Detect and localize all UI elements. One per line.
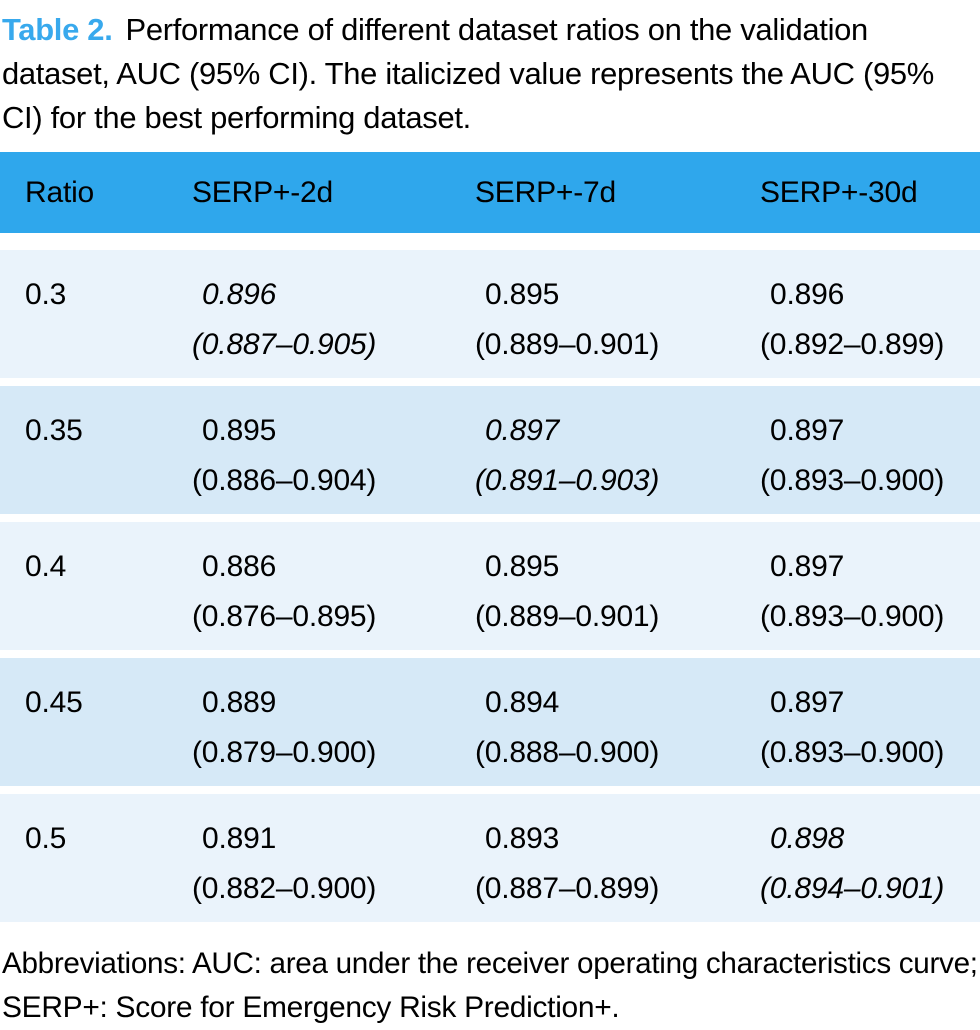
ratio-cell: 0.3	[25, 278, 67, 311]
auc-value: 0.891	[202, 822, 277, 855]
auc-cell: 0.896 (0.892–0.899)	[760, 270, 980, 378]
auc-value: 0.897	[770, 414, 845, 447]
auc-value: 0.886	[202, 550, 277, 583]
confidence-interval: (0.889–0.901)	[475, 600, 660, 633]
table-caption: Table 2. Performance of different dataset…	[0, 0, 980, 140]
table-row: 0.4 0.886 (0.876–0.895) 0.895 (0.889–0.901) 0…	[0, 522, 980, 650]
confidence-interval: (0.886–0.904)	[192, 464, 377, 497]
table-row: 0.45 0.889 (0.879–0.900) 0.894 (0.888–0.900)…	[0, 658, 980, 786]
auc-cell: 0.889 (0.879–0.900)	[192, 678, 475, 786]
caption-line-3: CI) for the best performing dataset.	[2, 100, 471, 135]
table-row: 0.3 0.896 (0.887–0.905) 0.895 (0.889–0.901) 0…	[0, 250, 980, 378]
auc-value: 0.895	[485, 550, 560, 583]
confidence-interval: (0.879–0.900)	[192, 736, 377, 769]
auc-value: 0.898	[770, 822, 845, 855]
auc-cell: 0.894 (0.888–0.900)	[475, 678, 760, 786]
auc-value: 0.893	[485, 822, 560, 855]
auc-value: 0.894	[485, 686, 560, 719]
auc-cell: 0.893 (0.887–0.899)	[475, 814, 760, 922]
column-header-serp-30d: SERP+-30d	[760, 175, 918, 209]
table-header-row: Ratio SERP+-2d SERP+-7d SERP+-30d	[0, 152, 980, 233]
auc-cell: 0.895 (0.886–0.904)	[192, 406, 475, 514]
ratio-cell: 0.35	[25, 414, 83, 447]
auc-cell: 0.886 (0.876–0.895)	[192, 542, 475, 650]
auc-value: 0.895	[485, 278, 560, 311]
confidence-interval: (0.893–0.900)	[760, 736, 945, 769]
confidence-interval: (0.876–0.895)	[192, 600, 377, 633]
auc-cell: 0.891 (0.882–0.900)	[192, 814, 475, 922]
column-header-ratio: Ratio	[25, 175, 95, 209]
auc-value: 0.896	[202, 278, 277, 311]
confidence-interval: (0.887–0.899)	[475, 872, 660, 905]
auc-cell: 0.896 (0.887–0.905)	[192, 270, 475, 378]
confidence-interval: (0.893–0.900)	[760, 600, 945, 633]
confidence-interval: (0.892–0.899)	[760, 328, 945, 361]
confidence-interval: (0.887–0.905)	[192, 328, 377, 361]
auc-value: 0.897	[770, 686, 845, 719]
table-number-label: Table 2.	[2, 12, 113, 47]
table-row: 0.35 0.895 (0.886–0.904) 0.897 (0.891–0.903)…	[0, 386, 980, 514]
confidence-interval: (0.893–0.900)	[760, 464, 945, 497]
table-footnote: Abbreviations: AUC: area under the recei…	[0, 942, 980, 1030]
ratio-cell: 0.45	[25, 686, 83, 719]
auc-value: 0.897	[485, 414, 560, 447]
caption-line-2: dataset, AUC (95% CI). The italicized va…	[2, 56, 934, 91]
auc-cell: 0.895 (0.889–0.901)	[475, 542, 760, 650]
footnote-line-2: SERP+: Score for Emergency Risk Predicti…	[2, 991, 620, 1024]
table-row: 0.5 0.891 (0.882–0.900) 0.893 (0.887–0.899) 0…	[0, 794, 980, 922]
auc-cell: 0.897 (0.893–0.900)	[760, 678, 980, 786]
confidence-interval: (0.882–0.900)	[192, 872, 377, 905]
auc-cell: 0.897 (0.893–0.900)	[760, 542, 980, 650]
auc-cell: 0.897 (0.891–0.903)	[475, 406, 760, 514]
auc-cell: 0.895 (0.889–0.901)	[475, 270, 760, 378]
confidence-interval: (0.891–0.903)	[475, 464, 660, 497]
column-header-serp-7d: SERP+-7d	[475, 175, 616, 209]
auc-cell: 0.898 (0.894–0.901)	[760, 814, 980, 922]
table-body: 0.3 0.896 (0.887–0.905) 0.895 (0.889–0.901) 0…	[0, 250, 980, 922]
auc-value: 0.889	[202, 686, 277, 719]
confidence-interval: (0.888–0.900)	[475, 736, 660, 769]
auc-value: 0.896	[770, 278, 845, 311]
caption-line-1: Table 2. Performance of different dataset…	[2, 8, 978, 52]
ratio-cell: 0.5	[25, 822, 67, 855]
column-header-serp-2d: SERP+-2d	[192, 175, 333, 209]
confidence-interval: (0.894–0.901)	[760, 872, 945, 905]
caption-text: Performance of different dataset ratios …	[125, 12, 868, 47]
confidence-interval: (0.889–0.901)	[475, 328, 660, 361]
auc-value: 0.895	[202, 414, 277, 447]
ratio-cell: 0.4	[25, 550, 67, 583]
auc-value: 0.897	[770, 550, 845, 583]
auc-cell: 0.897 (0.893–0.900)	[760, 406, 980, 514]
footnote-line-1: Abbreviations: AUC: area under the recei…	[2, 947, 978, 980]
